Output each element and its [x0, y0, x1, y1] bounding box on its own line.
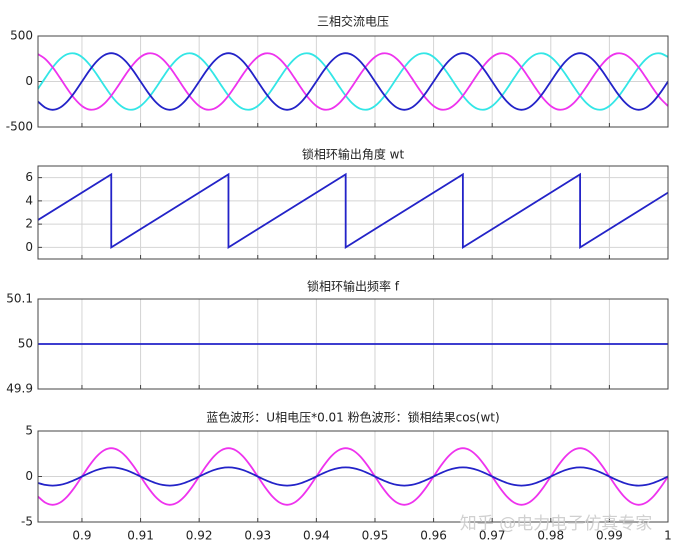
x-tick-label: 0.95	[362, 529, 389, 543]
x-tick-label: 0.91	[127, 529, 154, 543]
y-tick-label: 4	[25, 193, 33, 207]
y-tick-label: 6	[25, 170, 33, 184]
y-tick-label: 0	[25, 240, 33, 254]
y-tick-label: 50.1	[6, 292, 33, 306]
data-line	[38, 52, 668, 111]
y-tick-label: 0	[25, 469, 33, 483]
x-tick-label: 0.9	[72, 529, 91, 543]
y-tick-label: -500	[6, 120, 33, 134]
y-tick-label: -5	[21, 515, 33, 529]
axes-frame	[37, 298, 669, 390]
data-line	[38, 52, 668, 111]
y-tick-label: 49.9	[6, 382, 33, 396]
chart-title: 锁相环输出角度 wt	[302, 147, 405, 162]
axes-frame	[37, 165, 669, 260]
watermark: 知乎 @电力电子仿真专家	[460, 514, 652, 534]
x-tick-label: 1	[664, 529, 672, 543]
data-line	[38, 447, 668, 506]
y-tick-label: 2	[25, 217, 33, 231]
chart-title: 三相交流电压	[317, 14, 389, 29]
y-tick-label: 5	[25, 424, 33, 438]
data-line	[38, 172, 668, 249]
x-tick-label: 0.93	[244, 529, 271, 543]
y-tick-label: 0	[25, 74, 33, 88]
x-tick-label: 0.97	[479, 529, 506, 543]
y-tick-label: 500	[10, 29, 33, 43]
x-tick-label: 0.99	[596, 529, 623, 543]
axes-frame	[37, 430, 669, 523]
data-line	[38, 466, 668, 487]
x-tick-label: 0.98	[537, 529, 564, 543]
x-tick-label: 0.96	[420, 529, 447, 543]
chart-title: 蓝色波形：U相电压*0.01 粉色波形：锁相结果cos(wt)	[206, 410, 499, 425]
y-tick-label: 50	[18, 337, 33, 351]
axes-frame	[37, 35, 669, 128]
x-tick-label: 0.92	[186, 529, 213, 543]
x-tick-label: 0.94	[303, 529, 330, 543]
chart-title: 锁相环输出频率 f	[307, 279, 400, 294]
data-line	[38, 52, 668, 111]
